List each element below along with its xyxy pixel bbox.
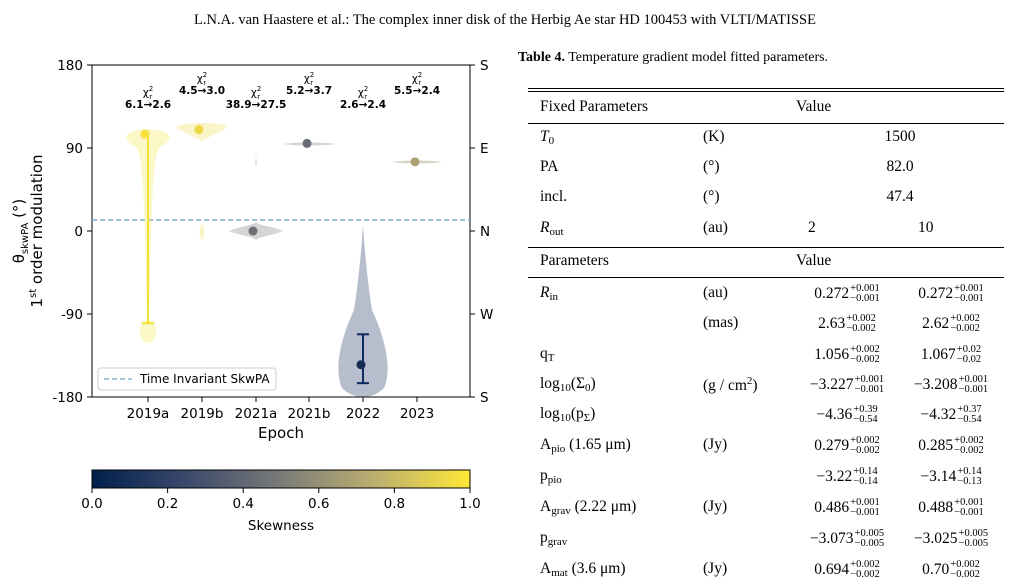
colorbar-tick-label: 0.8	[384, 496, 405, 512]
colorbar-tick-label: 0.4	[232, 496, 253, 512]
right-tick-label: N	[480, 224, 490, 240]
y-tick-label: 90	[66, 141, 83, 157]
right-tick-label: S	[480, 390, 489, 406]
right-ticks: S E N W S	[470, 58, 493, 406]
table-row: Apio (1.65 μm) (Jy) 0.279 +0.002 −0.002 0.…	[540, 435, 984, 456]
right-tick-label: E	[480, 141, 489, 157]
x-ticks: 2019a 2019b 2021a 2021b 2022 2023	[127, 397, 434, 422]
x-tick-label: 2019a	[127, 406, 170, 422]
table-row: Fixed Parameters Value	[540, 98, 832, 115]
chi-value: 5.2→3.7	[286, 85, 332, 97]
chi-value: 38.9→27.5	[226, 99, 287, 111]
table-row: T0 (K) 1500	[540, 128, 916, 147]
median-point-2021b	[302, 138, 312, 148]
chi-symbol: χ2 r	[358, 85, 369, 101]
table-row: Parameters Value	[540, 252, 832, 269]
table-row: PA (°) 82.0	[540, 158, 914, 175]
x-tick-label: 2023	[400, 406, 434, 422]
y-ticks: 180 90 0 -90 -180	[52, 58, 92, 406]
violin-2022	[338, 225, 388, 397]
right-tick-label: S	[480, 58, 489, 74]
page-header: L.N.A. van Haastere et al.: The complex …	[194, 12, 816, 28]
table-row: ppio −3.22 +0.14 −0.14 −3.14 +0.14 −0.13	[540, 466, 982, 487]
y-axis-label-line2: 1st order modulation	[28, 154, 46, 307]
x-axis-label: Epoch	[258, 424, 304, 442]
median-point-2023	[410, 157, 420, 167]
chi-value: 2.6→2.4	[340, 99, 386, 111]
table-row: qT 1.056 +0.002 −0.002 1.067 +0.02 −0.02	[540, 344, 982, 365]
median-points	[140, 125, 420, 370]
table-row: pgrav −3.073 +0.005 −0.005 −3.025 +0.005 −0.…	[540, 528, 989, 549]
table-row: Rout (au) 2 10	[540, 219, 934, 238]
colorbar-gradient	[91, 469, 471, 489]
violin-figure: θskwPA (°) 1st order modulation 180 90 0…	[10, 58, 493, 534]
legend-label: Time Invariant SkwPA	[139, 372, 270, 386]
x-tick-label: 2022	[346, 406, 380, 422]
legend: Time Invariant SkwPA	[97, 367, 277, 391]
colorbar-ticks: 0.0 0.2 0.4 0.6 0.8 1.0	[81, 488, 481, 512]
median-point-2022	[356, 360, 366, 370]
violin-2021a-thin	[255, 155, 257, 165]
table-row: Agrav (2.22 μm) (Jy) 0.486 +0.001 −0.001 0…	[540, 497, 984, 518]
chi-symbol: χ2 r	[251, 85, 262, 101]
chi-labels: χ2 r 6.1→2.6 χ2 r 4.5→3.0 χ2 r 38.9→27.5 χ2…	[125, 71, 440, 111]
chi-value: 6.1→2.6	[125, 99, 171, 111]
median-point-2021a	[248, 226, 258, 236]
table-row: incl. (°) 47.4	[540, 188, 914, 205]
colorbar: 0.0 0.2 0.4 0.6 0.8 1.0 Skewness	[81, 469, 481, 534]
y-tick-label: 0	[74, 224, 83, 240]
table-row: (mas) 2.63 +0.002 −0.002 2.62 +0.002 −0.002	[703, 313, 980, 334]
chi-symbol: χ2 r	[143, 85, 154, 101]
x-tick-label: 2021b	[288, 406, 331, 422]
colorbar-tick-label: 0.2	[157, 496, 178, 512]
violin-2019b-lower	[199, 224, 205, 240]
colorbar-label: Skewness	[248, 518, 314, 534]
y-tick-label: -90	[61, 307, 83, 323]
y-tick-label: 180	[57, 58, 83, 74]
chi-value: 5.5→2.4	[394, 85, 440, 97]
x-tick-label: 2021a	[235, 406, 278, 422]
colorbar-tick-label: 1.0	[459, 496, 480, 512]
median-point-2019b	[194, 125, 204, 135]
chi-symbol: χ2 r	[304, 71, 315, 87]
y-tick-label: -180	[52, 390, 83, 406]
colorbar-tick-label: 0.0	[81, 496, 102, 512]
right-tick-label: W	[480, 307, 493, 323]
table-row: Amat (3.6 μm) (Jy) 0.694 +0.002 −0.002 0.7…	[540, 559, 980, 580]
chi-symbol: χ2 r	[412, 71, 423, 87]
y-axis-label: θskwPA (°)	[10, 199, 31, 264]
table-caption: Table 4. Temperature gradient model fitt…	[518, 50, 829, 65]
table-row: log10(Σ0) (g / cm2) −3.227 +0.001 −0.001 −…	[540, 374, 989, 395]
legend-box	[97, 367, 277, 391]
colorbar-tick-label: 0.6	[308, 496, 329, 512]
x-tick-label: 2019b	[181, 406, 224, 422]
chi-symbol: χ2 r	[197, 71, 208, 87]
table-row: log10(pΣ) −4.36 +0.39 −0.54 −4.32 +0.37 −0.5…	[540, 404, 982, 425]
table-row: Rin (au) 0.272 +0.001 −0.001 0.272 +0.001 −0…	[540, 283, 984, 304]
median-point-2019a	[140, 129, 150, 139]
chi-value: 4.5→3.0	[179, 85, 225, 97]
